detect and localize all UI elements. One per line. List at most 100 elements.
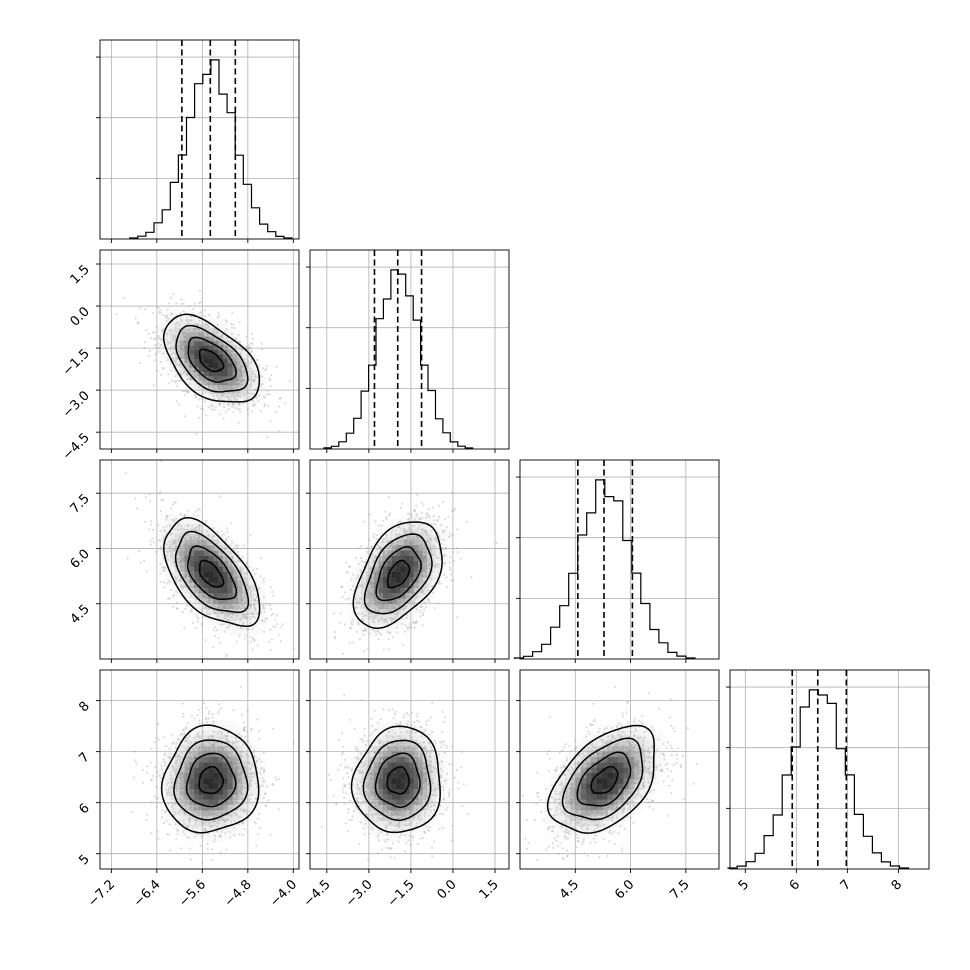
scatter-dot — [213, 629, 216, 632]
scatter-dot — [208, 329, 211, 332]
density-cell — [203, 598, 209, 604]
density-cell — [237, 380, 243, 386]
scatter-dot — [179, 363, 182, 366]
density-cell — [203, 336, 209, 342]
density-cell — [213, 367, 219, 372]
density-cell — [189, 341, 195, 346]
scatter-dot — [168, 348, 172, 351]
scatter-dot — [249, 635, 252, 639]
scatter-dot — [377, 638, 380, 641]
density-cell — [261, 587, 267, 594]
scatter-dot — [153, 337, 156, 340]
scatter-dot — [358, 584, 362, 588]
scatter-dot — [203, 400, 206, 403]
density-cell — [203, 310, 209, 316]
density-cell — [251, 608, 257, 615]
density-cell — [213, 406, 219, 412]
scatter-dot — [399, 526, 402, 529]
scatter-dot — [355, 601, 358, 605]
scatter-dot — [149, 540, 152, 543]
scatter-dot — [196, 323, 199, 326]
density-cell — [232, 555, 238, 562]
density-cell — [194, 539, 200, 546]
density-cell — [175, 327, 181, 333]
density-cell — [179, 518, 185, 525]
scatter-dot — [366, 574, 369, 577]
density-cell — [232, 614, 238, 620]
scatter-dot — [415, 608, 418, 611]
density-cell — [261, 582, 267, 588]
scatter-dot — [201, 621, 204, 624]
scatter-dot — [160, 460, 163, 463]
scatter-dot — [441, 547, 444, 551]
scatter-dot — [370, 612, 373, 615]
scatter-dot — [185, 390, 188, 393]
density-cell — [179, 327, 185, 333]
scatter-dot — [239, 395, 242, 398]
scatter-dot — [384, 619, 387, 622]
scatter-dot — [424, 605, 428, 608]
density-cell — [213, 534, 219, 540]
scatter-dot — [352, 573, 355, 576]
scatter-dot — [401, 537, 404, 540]
density-cell — [189, 566, 195, 572]
density-cell — [222, 571, 228, 578]
density-cell — [256, 402, 262, 407]
scatter-dot — [415, 596, 418, 599]
scatter-dot — [387, 539, 390, 543]
scatter-dot — [250, 612, 253, 615]
density-cell — [246, 402, 252, 407]
scatter-dot — [243, 605, 246, 609]
density-cell — [170, 358, 176, 364]
histogram-2 — [513, 479, 696, 659]
scatter-dot — [186, 524, 189, 527]
scatter-dot — [262, 607, 265, 610]
scatter-dot — [237, 391, 240, 395]
scatter-dot — [183, 514, 186, 517]
scatter-dot — [212, 327, 215, 330]
scatter-dot — [228, 550, 231, 553]
scatter-dot — [413, 509, 416, 512]
density-cell — [208, 354, 214, 359]
density-cell — [203, 345, 209, 351]
scatter-dot — [162, 569, 165, 572]
density-cell — [227, 354, 233, 359]
scatter-dot — [428, 543, 431, 546]
scatter-dot — [211, 404, 214, 408]
scatter-dot — [424, 586, 427, 589]
scatter-dot — [191, 524, 194, 527]
density-cell — [213, 393, 219, 399]
scatter-dot — [241, 627, 244, 630]
scatter-dot — [368, 615, 371, 618]
scatter-dot — [376, 545, 380, 548]
scatter-dot — [230, 395, 233, 398]
scatter-dot — [233, 345, 236, 348]
scatter-dot — [193, 394, 197, 397]
density-cell — [208, 319, 214, 324]
scatter-dot — [203, 607, 206, 610]
scatter-dot — [234, 619, 237, 622]
scatter-dot — [177, 522, 180, 525]
scatter-dot — [376, 534, 379, 537]
density-cell — [165, 310, 171, 316]
density-cell — [170, 336, 176, 342]
density-cell — [194, 310, 200, 316]
scatter-dot — [159, 530, 162, 533]
scatter-dot — [236, 393, 239, 396]
scatter-dot — [182, 371, 185, 374]
density-cell — [208, 576, 214, 583]
scatter-dot — [177, 403, 181, 406]
density-cell — [198, 327, 204, 333]
density-cell — [194, 534, 200, 540]
scatter-dot — [242, 623, 245, 626]
density-cell — [222, 354, 228, 359]
density-cell — [184, 358, 190, 364]
density-cell — [198, 587, 204, 594]
scatter-dot — [162, 367, 165, 370]
scatter-dot — [418, 517, 421, 520]
density-cell — [165, 362, 171, 368]
scatter-dot — [260, 557, 263, 560]
density-cell — [198, 513, 204, 519]
density-cell — [155, 327, 161, 333]
density-cell — [218, 323, 224, 329]
